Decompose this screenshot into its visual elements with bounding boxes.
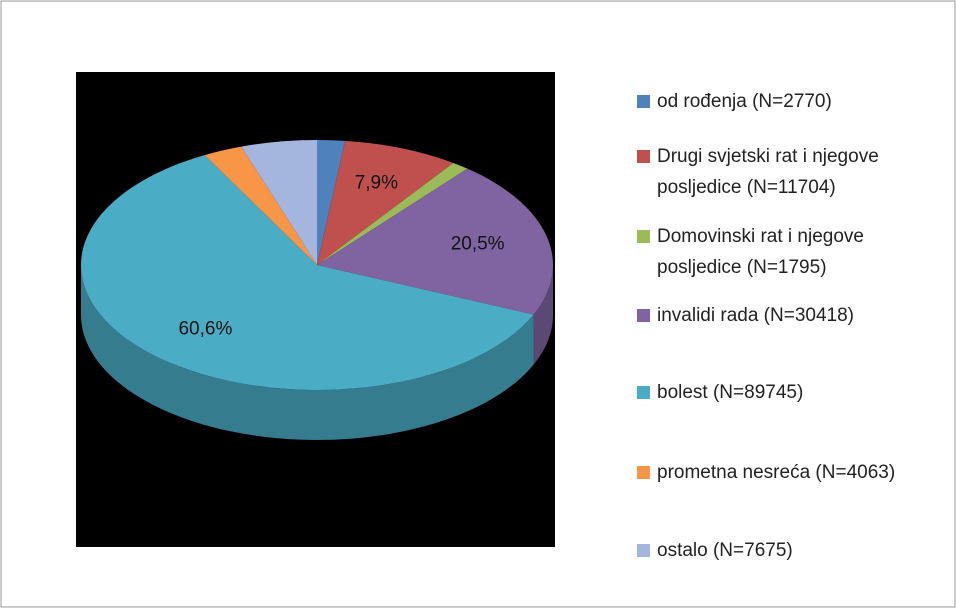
data-label: 60,6% — [178, 319, 232, 340]
legend-label: bolest (N=89745) — [657, 382, 804, 403]
legend-item: invalidi rada (N=30418) — [637, 300, 947, 331]
legend-swatch — [637, 386, 650, 399]
slice — [317, 140, 454, 265]
legend-label: invalidi rada (N=30418) — [657, 305, 854, 326]
pie: 7,9% 20,5% 60,6% — [80, 140, 553, 440]
slice — [317, 162, 468, 265]
legend-label: ostalo (N=7675) — [657, 540, 793, 561]
legend-swatch — [637, 150, 650, 163]
legend-item: prometna nesreća (N=4063) — [637, 457, 947, 488]
legend-item: Domovinski rat i njegove posljedice (N=1… — [637, 221, 947, 283]
slice — [317, 140, 346, 265]
legend-label: Domovinski rat i njegove posljedice (N=1… — [657, 226, 864, 278]
slice — [317, 168, 553, 315]
slice-side — [80, 265, 534, 440]
legend-swatch — [637, 230, 650, 243]
legend-label: od rođenja (N=2770) — [657, 91, 832, 112]
legend-item: od rođenja (N=2770) — [637, 86, 947, 117]
legend-swatch — [637, 544, 650, 557]
slice — [204, 146, 317, 265]
data-label: 20,5% — [451, 234, 505, 255]
legend-swatch — [637, 309, 650, 322]
legend-swatch — [637, 95, 650, 108]
data-label: 7,9% — [355, 172, 398, 193]
slice — [80, 155, 534, 390]
legend-item: Drugi svjetski rat i njegove posljedice … — [637, 141, 947, 203]
legend-label: Drugi svjetski rat i njegove posljedice … — [657, 146, 879, 198]
slice — [241, 140, 317, 265]
legend-label: prometna nesreća (N=4063) — [657, 462, 896, 483]
legend-swatch — [637, 466, 650, 479]
slice-side — [533, 265, 553, 365]
legend-item: ostalo (N=7675) — [637, 535, 947, 566]
legend-item: bolest (N=89745) — [637, 377, 947, 408]
